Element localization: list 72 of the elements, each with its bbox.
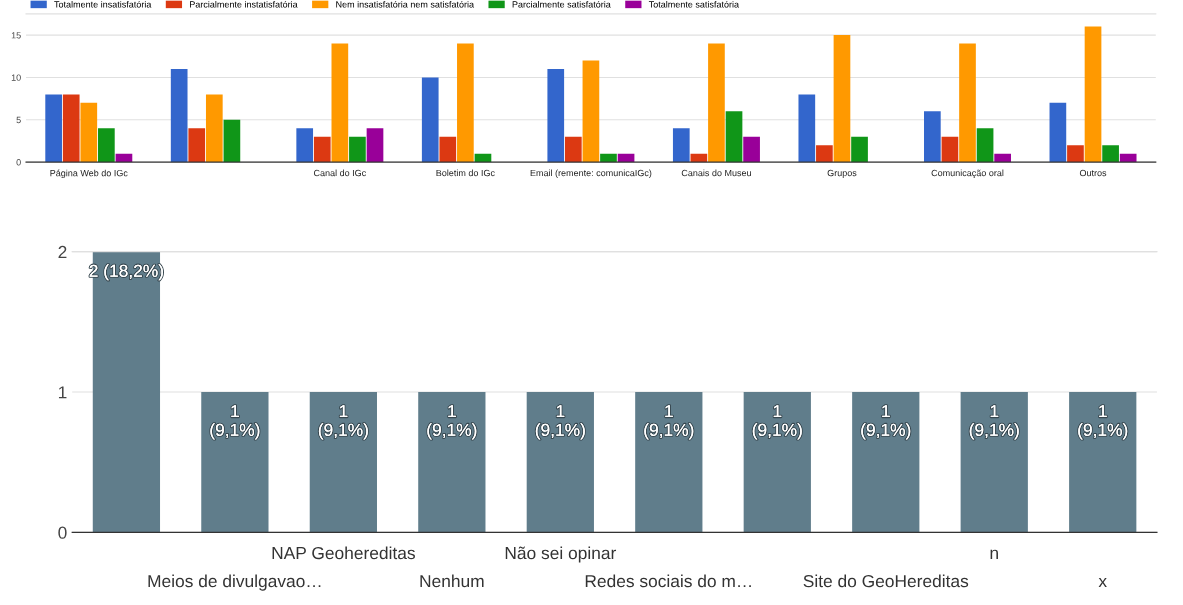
x-tick-label: Site do GeoHereditas xyxy=(803,574,969,588)
bar xyxy=(798,94,816,163)
bar xyxy=(582,60,600,163)
bar xyxy=(547,68,565,163)
bar xyxy=(1084,26,1102,163)
x-tick-label: NAP Geohereditas xyxy=(272,546,415,560)
bar xyxy=(439,136,457,163)
x-tick-label: Página Web do IGc xyxy=(50,169,128,179)
bar xyxy=(349,136,366,163)
x-tick-label: Nenhum xyxy=(420,574,484,588)
bar xyxy=(672,128,690,163)
bar xyxy=(976,128,994,163)
y-tick-label: 10 xyxy=(11,74,21,81)
x-tick-label: Redes sociais do m… xyxy=(585,574,751,588)
data-label: 1 (9,1%) xyxy=(969,405,1019,440)
bar xyxy=(188,128,206,163)
x-tick-label: Grupos xyxy=(827,169,857,178)
bar xyxy=(833,35,851,163)
bar xyxy=(457,43,474,163)
bar xyxy=(1067,145,1084,163)
x-tick-label: Canal do IGc xyxy=(313,169,366,177)
bar xyxy=(816,145,833,163)
x-tick-label: Não sei opinar xyxy=(505,546,617,563)
legend-label: Totalmente insatisfatória xyxy=(54,0,152,8)
bar xyxy=(851,136,868,163)
bar xyxy=(45,94,62,163)
bar xyxy=(421,77,439,163)
data-label: 1 (9,1%) xyxy=(861,405,911,440)
y-tick-label: 15 xyxy=(11,32,21,39)
bar xyxy=(170,68,188,163)
data-label: 1 (9,1%) xyxy=(210,405,260,440)
legend-label: Nem insatisfatória nem satisfatória xyxy=(336,0,475,8)
legend-label: Totalmente satisfatória xyxy=(648,0,740,8)
bar xyxy=(205,94,223,163)
bar xyxy=(80,102,98,163)
data-label: 1 (9,1%) xyxy=(752,405,802,440)
legend-label: Parcialmente instatisfatória xyxy=(190,0,298,8)
bar xyxy=(223,119,241,163)
data-label: 1 (9,1%) xyxy=(318,405,368,440)
bar xyxy=(924,111,941,163)
bar xyxy=(1102,145,1119,163)
bar xyxy=(331,43,349,163)
bar xyxy=(959,43,976,163)
bar xyxy=(62,94,80,163)
x-tick-label: Comunicação oral xyxy=(931,169,1004,179)
bar xyxy=(743,136,760,163)
x-tick-label: Meios de divulgavao… xyxy=(148,574,321,591)
bar xyxy=(98,128,115,163)
bar xyxy=(313,136,331,163)
x-tick-label: x xyxy=(1098,577,1107,588)
x-tick-label: Boletim do IGc xyxy=(436,169,495,177)
y-tick-label: 1 xyxy=(58,386,67,399)
x-tick-label: Email (remente: comunicaIGc) xyxy=(530,169,652,178)
x-tick-label: Outros xyxy=(1079,169,1107,177)
bar xyxy=(941,136,959,163)
bar xyxy=(725,111,743,163)
x-tick-label: n xyxy=(990,549,998,560)
bar xyxy=(1049,102,1067,163)
data-label: 1 (9,1%) xyxy=(644,405,694,440)
bar xyxy=(564,136,582,163)
bar xyxy=(296,128,314,163)
y-tick-label: 0 xyxy=(16,159,21,166)
bar xyxy=(708,43,725,163)
y-tick-label: 2 xyxy=(58,245,67,258)
y-tick-label: 5 xyxy=(16,116,21,124)
legend-label: Parcialmente satisfatória xyxy=(512,0,611,8)
data-label: 1 (9,1%) xyxy=(427,405,477,440)
data-label: 1 (9,1%) xyxy=(535,405,585,440)
data-label: 1 (9,1%) xyxy=(1078,405,1128,440)
bar xyxy=(366,128,384,163)
x-tick-label: Canais do Museu xyxy=(681,169,751,177)
y-tick-label: 0 xyxy=(58,526,67,539)
